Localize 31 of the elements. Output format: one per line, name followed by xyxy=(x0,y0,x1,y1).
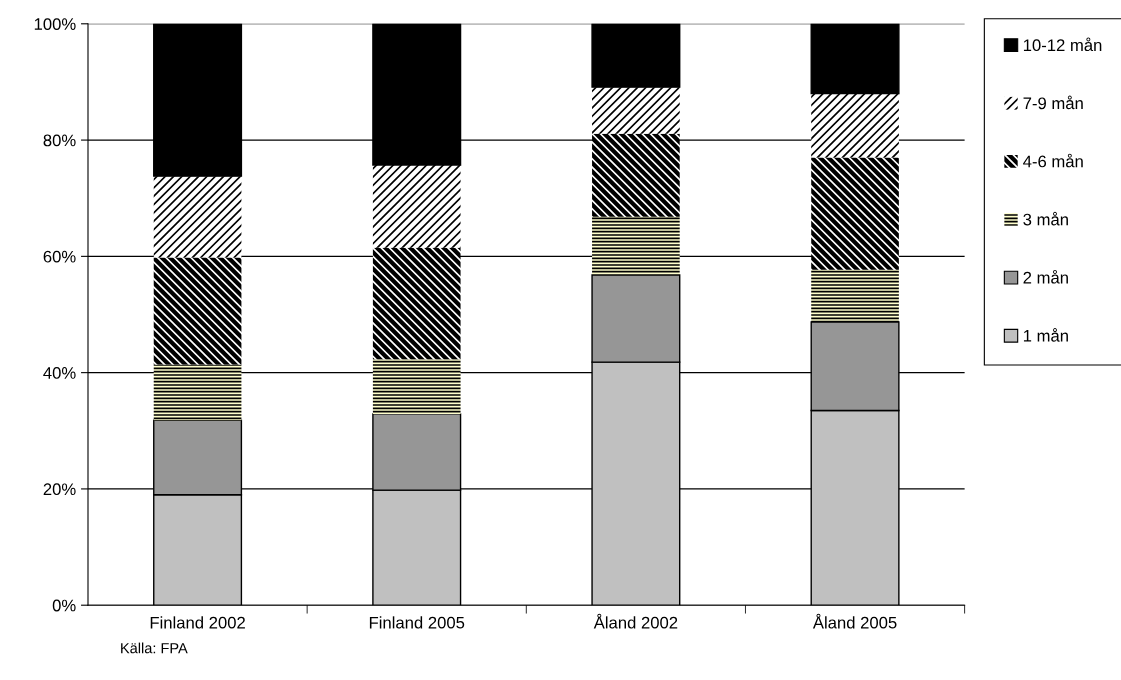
bar xyxy=(372,359,461,414)
y-tick-label: 20% xyxy=(43,483,76,496)
bar xyxy=(592,133,680,217)
x-tick-label: Finland 2002 xyxy=(150,616,245,629)
y-tick-label: 80% xyxy=(43,134,76,147)
legend-label: 10-12 mån xyxy=(1023,37,1102,52)
legend-label: 3 mån xyxy=(1023,211,1068,226)
bar xyxy=(591,23,681,88)
x-tick-label: Åland 2005 xyxy=(812,613,897,629)
y-tick-label: 60% xyxy=(43,250,76,263)
x-tick-label: Finland 2005 xyxy=(369,616,465,629)
bar xyxy=(810,23,900,95)
text: Källa: FPA xyxy=(121,642,188,654)
bar xyxy=(153,364,242,421)
bar xyxy=(811,157,899,270)
bar xyxy=(811,269,899,323)
bar xyxy=(372,165,461,248)
legend-label: 1 mån xyxy=(1023,328,1068,342)
legend-label: 2 mån xyxy=(1023,269,1068,284)
bar xyxy=(592,216,680,275)
bar xyxy=(153,176,242,258)
bar xyxy=(811,93,899,158)
x-tick-label: Åland 2002 xyxy=(593,613,678,629)
y-tick-label: 0% xyxy=(52,599,76,612)
legend-label: 7-9 mån xyxy=(1023,95,1083,110)
legend-label: 4-6 mån xyxy=(1023,153,1083,168)
y-tick-label: 40% xyxy=(43,367,76,379)
bar xyxy=(153,257,242,365)
y-tick-label: 100% xyxy=(34,18,76,30)
bar xyxy=(372,247,461,360)
bar xyxy=(592,87,680,134)
